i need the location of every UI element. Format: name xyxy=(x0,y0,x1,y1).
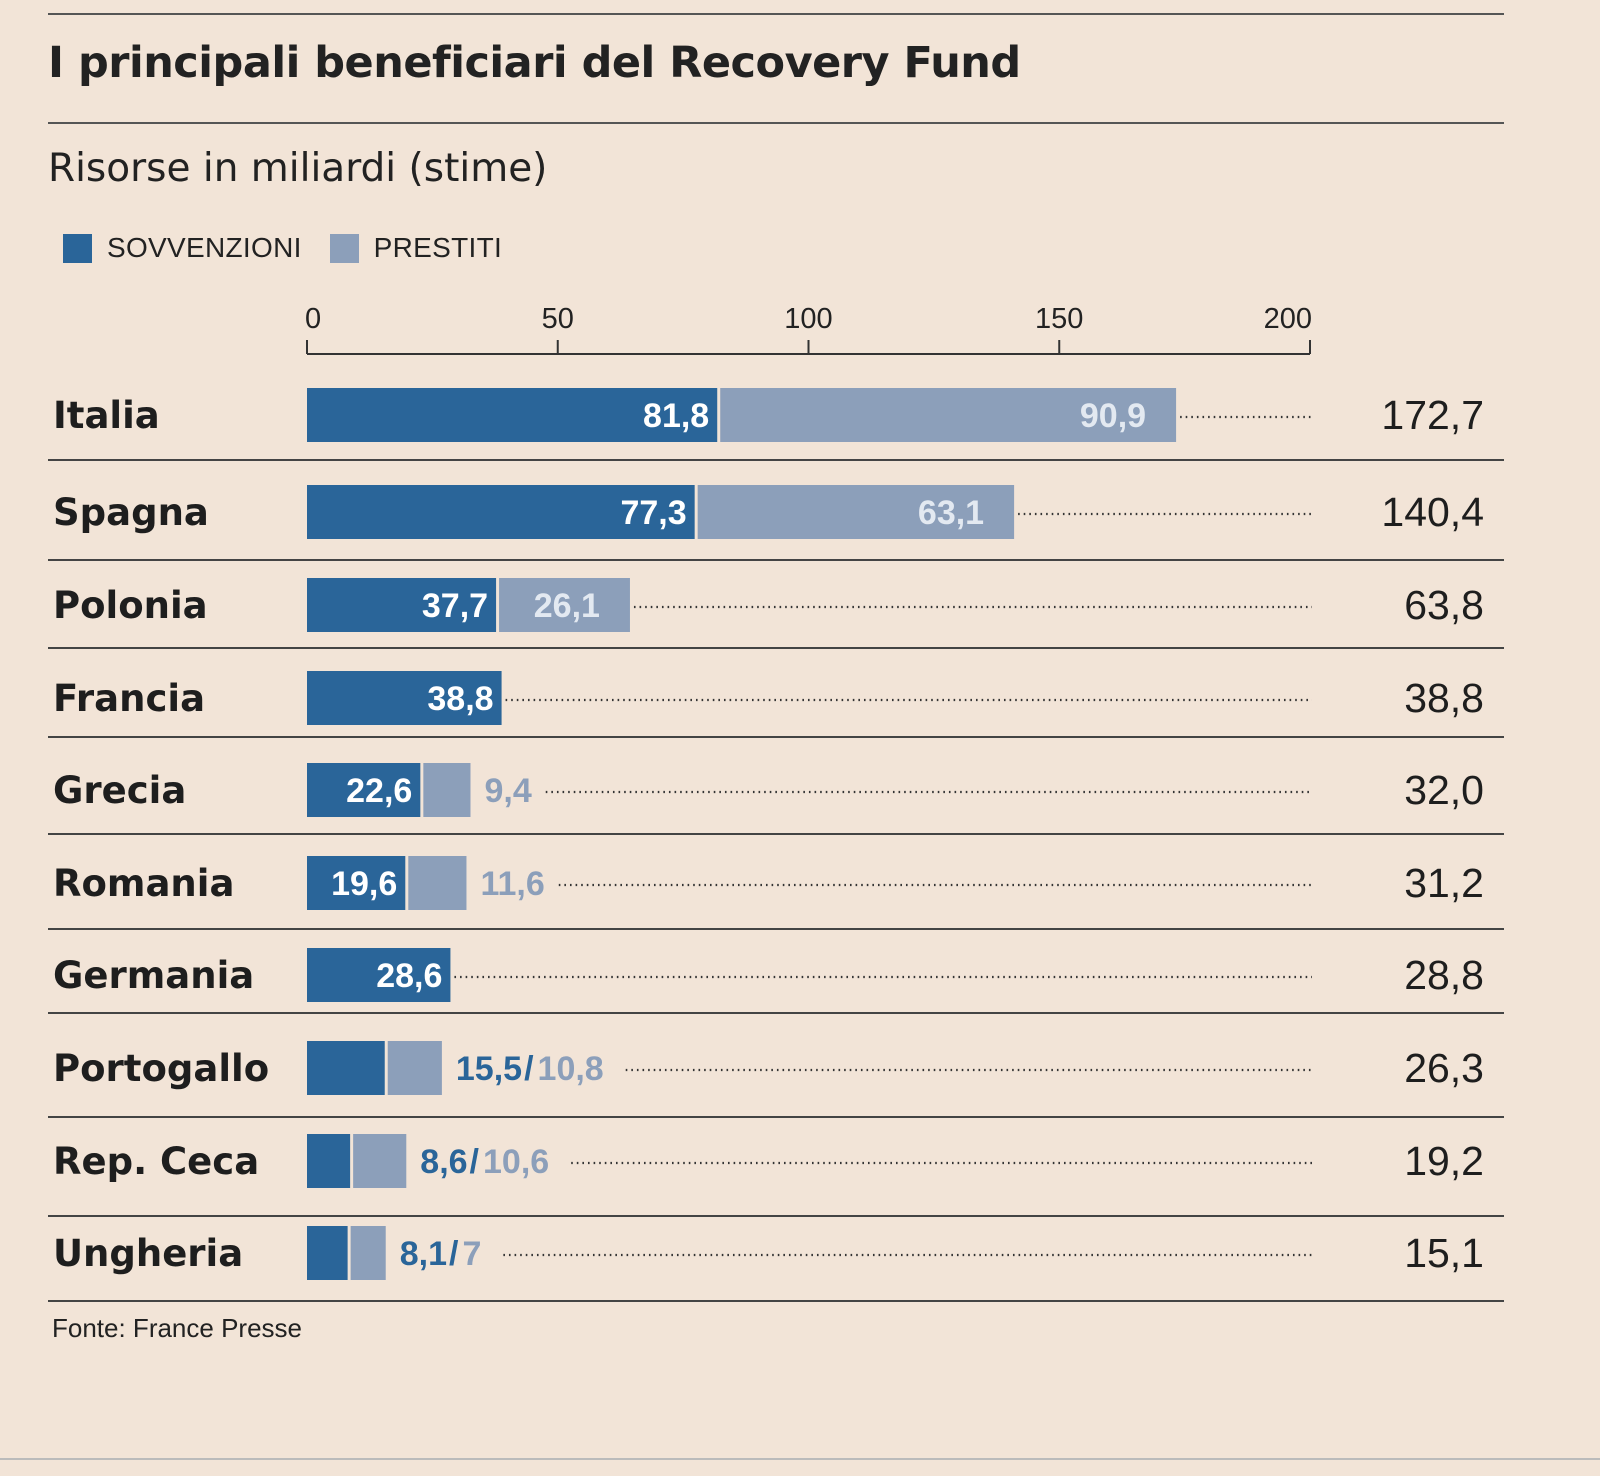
country-name: Polonia xyxy=(53,584,208,627)
loan-value-label: 63,1 xyxy=(918,494,984,532)
loan-bar xyxy=(408,856,467,910)
grant-value-label: 81,8 xyxy=(643,397,709,435)
grant-value-label: 15,5 xyxy=(456,1050,522,1088)
loan-value-label: 9,4 xyxy=(484,772,531,810)
page-bottom-rule xyxy=(0,1458,1600,1460)
grant-value-label: 19,6 xyxy=(331,865,397,903)
legend-swatch-prestiti xyxy=(329,233,359,263)
loan-value-label: 11,6 xyxy=(480,865,544,903)
loan-bar xyxy=(387,1041,442,1095)
value-separator: / xyxy=(449,1235,459,1273)
legend-swatch-sovvenzioni xyxy=(63,233,92,263)
grant-bar xyxy=(307,1226,348,1280)
country-name: Germania xyxy=(53,954,254,997)
chart-title: I principali beneficiari del Recovery Fu… xyxy=(48,38,1021,88)
total-value-label: 31,2 xyxy=(1404,860,1484,906)
grant-value-label: 8,6 xyxy=(420,1143,467,1181)
loan-bar xyxy=(423,763,471,817)
loan-bar xyxy=(353,1134,407,1188)
loan-bar xyxy=(697,485,1015,539)
legend-item-prestiti: PRESTITI xyxy=(329,232,503,264)
legend: SOVVENZIONI PRESTITI xyxy=(63,232,530,264)
total-value-label: 26,3 xyxy=(1404,1045,1484,1091)
total-value-label: 140,4 xyxy=(1381,489,1484,535)
total-value-label: 38,8 xyxy=(1404,675,1484,721)
grant-bar xyxy=(307,1041,385,1095)
value-separator: / xyxy=(524,1050,534,1088)
loan-value-label: 10,6 xyxy=(483,1143,549,1181)
grant-bar xyxy=(307,388,718,442)
legend-item-sovvenzioni: SOVVENZIONI xyxy=(63,232,302,264)
x-axis-tick-label: 200 xyxy=(1264,303,1312,335)
x-axis-tick-label: 150 xyxy=(1035,303,1083,335)
grant-bar xyxy=(307,485,695,539)
loan-value-label: 26,1 xyxy=(534,587,600,625)
loan-bar xyxy=(720,388,1177,442)
title-rule xyxy=(48,122,1504,124)
x-axis-tick-label: 100 xyxy=(784,303,832,335)
grant-value-label: 8,1 xyxy=(400,1235,447,1273)
grant-bar xyxy=(307,948,451,1002)
source-note: Fonte: France Presse xyxy=(52,1313,302,1343)
total-value-label: 32,0 xyxy=(1404,767,1484,813)
grant-value-label: 77,3 xyxy=(620,494,686,532)
total-value-label: 28,8 xyxy=(1404,952,1484,998)
total-value-label: 15,1 xyxy=(1404,1230,1484,1276)
total-value-label: 172,7 xyxy=(1381,392,1484,438)
country-name: Portogallo xyxy=(53,1047,269,1090)
grant-bar xyxy=(307,578,497,632)
x-axis-tick-label: 0 xyxy=(305,303,321,335)
country-name: Spagna xyxy=(53,491,209,534)
loan-value-label: 10,8 xyxy=(538,1050,604,1088)
loan-value-label: 7 xyxy=(462,1235,481,1273)
grant-bar xyxy=(307,856,406,910)
value-separator: / xyxy=(470,1143,480,1181)
total-value-label: 63,8 xyxy=(1404,582,1484,628)
country-name: Ungheria xyxy=(53,1232,243,1275)
loan-value-label: 90,9 xyxy=(1080,397,1146,435)
grant-value-label: 28,6 xyxy=(376,957,442,995)
country-name: Italia xyxy=(53,394,160,437)
grant-bar xyxy=(307,763,421,817)
legend-label-sovvenzioni: SOVVENZIONI xyxy=(107,232,302,263)
legend-label-prestiti: PRESTITI xyxy=(373,232,503,263)
chart-subtitle: Risorse in miliardi (stime) xyxy=(48,146,548,191)
loan-bar xyxy=(350,1226,386,1280)
country-name: Grecia xyxy=(53,769,186,812)
loan-bar xyxy=(499,578,630,632)
country-name: Rep. Ceca xyxy=(53,1140,259,1183)
total-value-label: 19,2 xyxy=(1404,1138,1484,1184)
x-axis-tick-label: 50 xyxy=(542,303,574,335)
grant-value-label: 37,7 xyxy=(422,587,488,625)
country-name: Romania xyxy=(53,862,234,905)
country-name: Francia xyxy=(53,677,205,720)
grant-bar xyxy=(307,671,502,725)
grant-value-label: 22,6 xyxy=(346,772,412,810)
top-rule xyxy=(48,13,1504,15)
grant-value-label: 38,8 xyxy=(427,680,493,718)
grant-bar xyxy=(307,1134,351,1188)
